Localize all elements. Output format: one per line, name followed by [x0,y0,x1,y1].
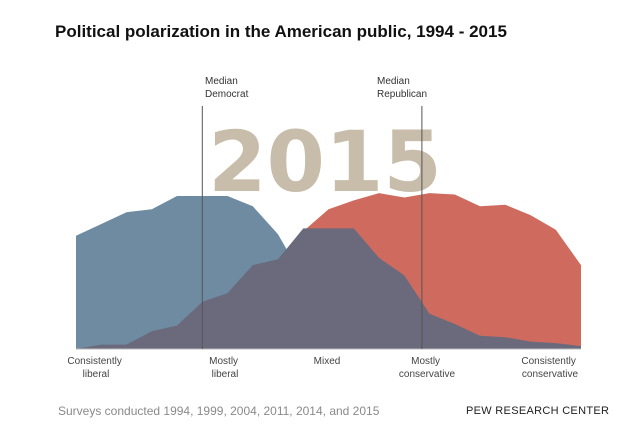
year-label: 2015 [208,113,442,211]
chart-title: Political polarization in the American p… [55,22,507,41]
median-republican-label: Median Republican [377,76,427,100]
median-democrat-label: Median Democrat [205,76,249,100]
tick-label-mostly-conservative: Mostly conservative [399,356,456,380]
source-credit: PEW RESEARCH CENTER [466,405,610,417]
survey-note: Surveys conducted 1994, 1999, 2004, 2011… [58,404,380,418]
tick-label-consistently-conservative: Consistently conservative [521,356,578,380]
tick-label-mostly-liberal: Mostly liberal [209,356,241,380]
tick-label-consistently-liberal: Consistently liberal [67,356,124,380]
tick-label-mixed: Mixed [314,356,341,367]
